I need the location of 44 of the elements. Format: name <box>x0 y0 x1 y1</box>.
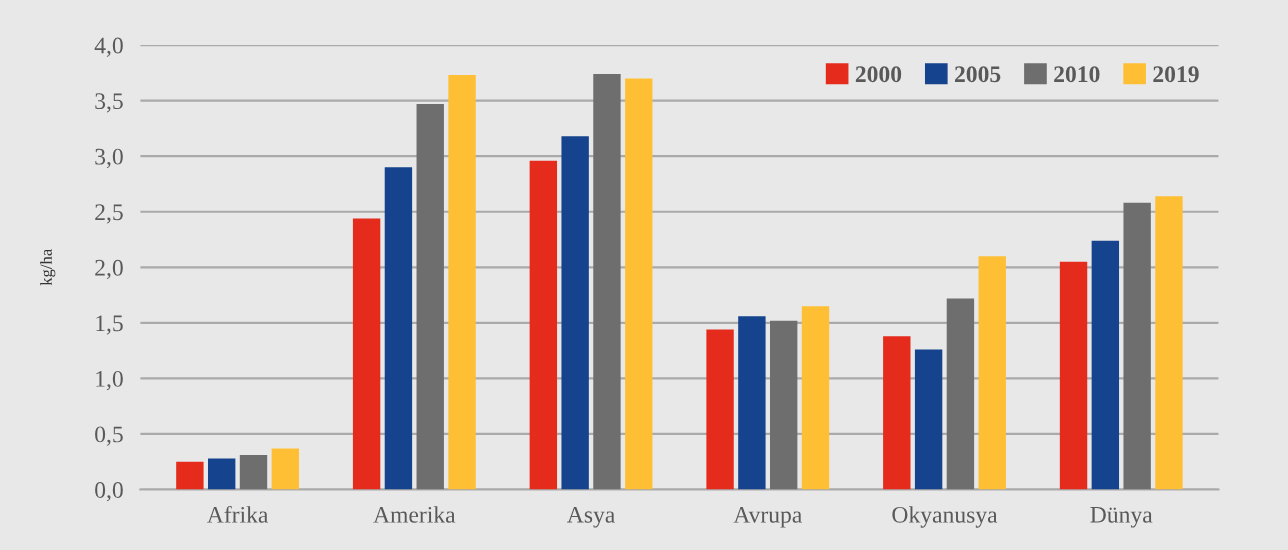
bar <box>1091 240 1120 490</box>
y-tick-label: 0,5 <box>95 426 123 446</box>
y-tick-label: 3,5 <box>95 93 123 113</box>
legend-label: 2010 <box>1054 66 1100 83</box>
x-tick-label: Avrupa <box>733 506 802 528</box>
x-tick-label: Amerika <box>373 506 456 523</box>
bar <box>593 73 621 490</box>
bar <box>801 306 830 490</box>
bar <box>769 320 798 490</box>
bar <box>239 455 268 490</box>
bar <box>914 349 943 490</box>
bar <box>978 256 1006 490</box>
bar <box>625 78 653 490</box>
bar <box>738 316 766 490</box>
y-tick-label: 4,0 <box>94 37 123 57</box>
legend-label: 2019 <box>1153 66 1199 83</box>
bar <box>1155 196 1183 490</box>
x-tick-label: Asya <box>567 506 615 528</box>
y-tick-label: 2,5 <box>95 204 123 224</box>
bar <box>706 329 734 490</box>
x-tick-label: Okyanusya <box>892 506 998 528</box>
bar <box>384 167 413 490</box>
legend-label: 2005 <box>955 66 1001 83</box>
bar <box>883 336 911 490</box>
bar <box>352 218 381 490</box>
bar <box>946 298 975 490</box>
y-tick-label: 1,5 <box>96 315 123 335</box>
bar <box>1059 261 1088 490</box>
bar <box>529 160 558 490</box>
bar <box>561 136 589 490</box>
bar <box>1123 202 1151 490</box>
bar <box>207 458 236 490</box>
legend-label: 2000 <box>855 66 902 83</box>
bar <box>176 461 204 490</box>
y-tick-label: 3,0 <box>95 148 123 169</box>
bar <box>448 75 476 490</box>
y-tick-label: 1,0 <box>96 370 123 391</box>
y-axis-title: kg/ha <box>40 249 56 286</box>
y-tick-label: 0,0 <box>95 481 123 502</box>
y-tick-label: 2,0 <box>95 259 123 280</box>
x-tick-label: Afrika <box>207 505 269 523</box>
bar <box>271 448 300 490</box>
x-tick-label: Dünya <box>1090 507 1153 528</box>
bar <box>416 103 444 490</box>
